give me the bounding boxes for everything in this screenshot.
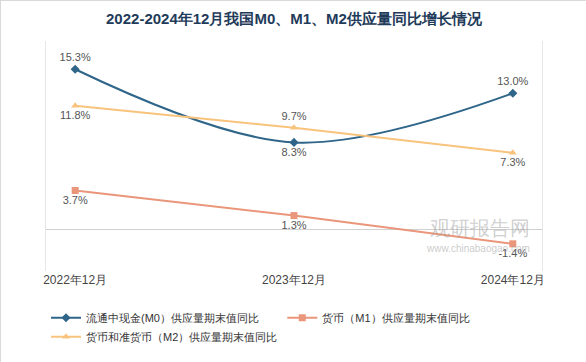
svg-text:货币（M1）供应量期末值同比: 货币（M1）供应量期末值同比: [322, 312, 469, 324]
svg-text:观研报告网: 观研报告网: [430, 217, 530, 239]
svg-text:7.3%: 7.3%: [500, 156, 525, 168]
svg-text:-1.4%: -1.4%: [498, 247, 527, 259]
svg-text:11.8%: 11.8%: [60, 109, 91, 121]
svg-text:9.7%: 9.7%: [281, 110, 306, 122]
svg-text:13.0%: 13.0%: [497, 75, 528, 87]
svg-text:2023年12月: 2023年12月: [262, 273, 326, 287]
svg-text:1.3%: 1.3%: [281, 219, 306, 231]
svg-text:2022-2024年12月我国M0、M1、M2供应量同比增长: 2022-2024年12月我国M0、M1、M2供应量同比增长情况: [106, 10, 483, 27]
svg-text:流通中现金(M0）供应量期末值同比: 流通中现金(M0）供应量期末值同比: [86, 312, 259, 324]
svg-text:15.3%: 15.3%: [60, 51, 91, 63]
svg-text:2024年12月: 2024年12月: [481, 273, 545, 287]
svg-text:货币和准货币（M2）供应量期末值同比: 货币和准货币（M2）供应量期末值同比: [86, 331, 277, 343]
svg-text:3.7%: 3.7%: [63, 194, 88, 206]
svg-text:8.3%: 8.3%: [281, 146, 306, 158]
svg-text:www.chinabaogao.com: www.chinabaogao.com: [426, 243, 530, 254]
svg-text:2022年12月: 2022年12月: [43, 273, 107, 287]
